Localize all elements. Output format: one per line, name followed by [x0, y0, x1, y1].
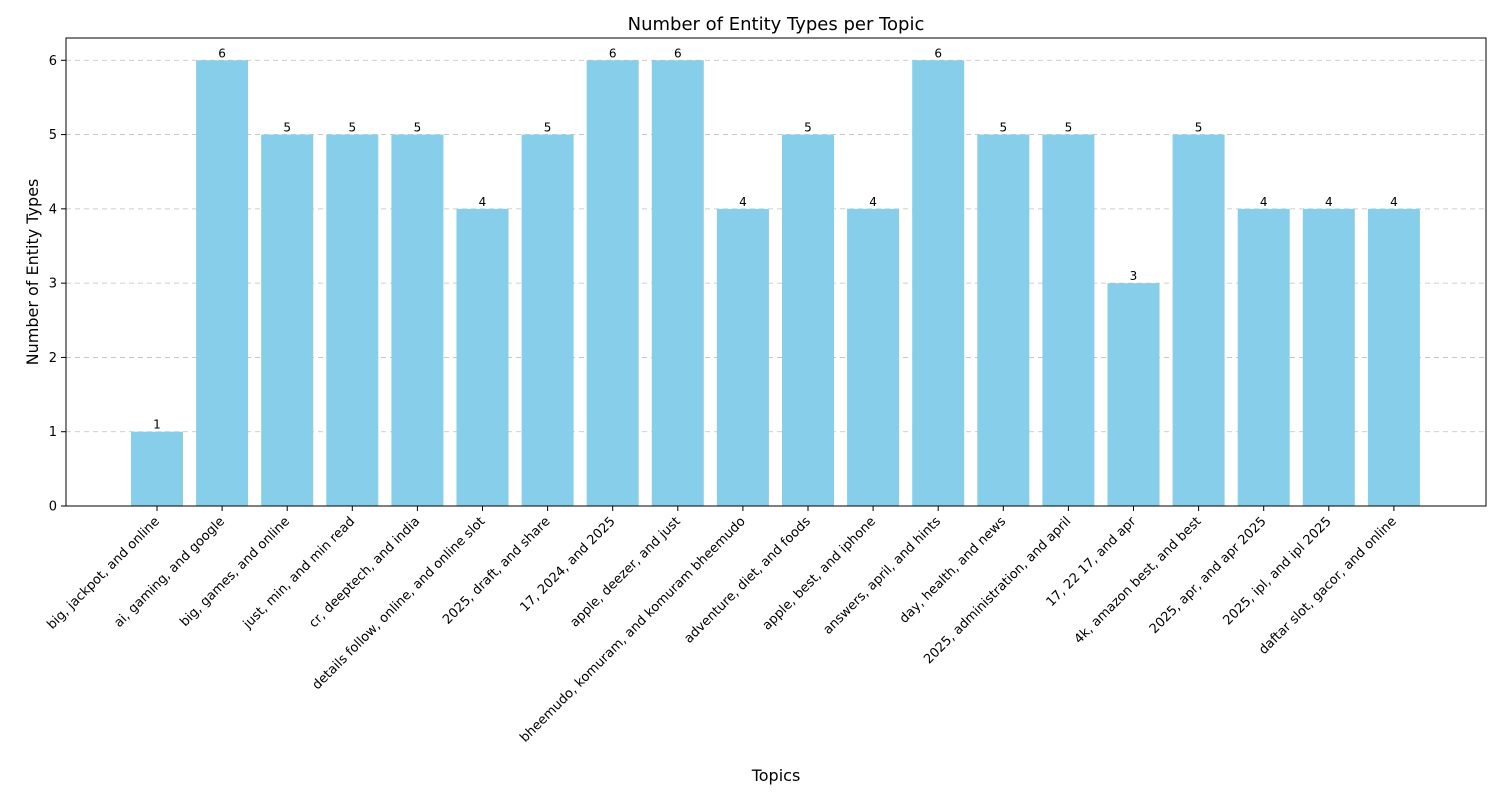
- bar: [1237, 208, 1290, 506]
- bar-value-label: 3: [1130, 269, 1138, 283]
- bar-value-label: 6: [934, 46, 942, 60]
- bar-value-label: 6: [674, 46, 682, 60]
- x-tick-label: 4k, amazon best, and best: [1072, 514, 1205, 647]
- chart-title: Number of Entity Types per Topic: [628, 14, 925, 35]
- x-tick-label: 2025, draft, and share: [440, 514, 553, 627]
- bar-value-label: 6: [218, 46, 226, 60]
- bar-value-label: 5: [544, 121, 552, 135]
- bar-value-label: 4: [1390, 195, 1398, 209]
- bar: [782, 134, 834, 507]
- bar: [391, 134, 444, 507]
- bar: [1172, 134, 1225, 507]
- y-axis-label: Number of Entity Types: [23, 179, 42, 366]
- x-tick-label: big, games, and online: [177, 514, 293, 630]
- bar-value-label: 4: [1260, 195, 1268, 209]
- bar: [847, 208, 900, 506]
- y-tick-label: 1: [49, 425, 57, 440]
- y-tick-label: 2: [49, 351, 57, 366]
- bar: [131, 431, 183, 506]
- x-tick-label: bheemudo, komuram, and komuram bheemudo: [517, 514, 748, 745]
- bar: [1302, 208, 1355, 506]
- bar-value-label: 5: [348, 121, 356, 135]
- bar: [196, 60, 249, 507]
- x-tick-label: 2025, apr, and apr 2025: [1147, 514, 1270, 637]
- x-tick-label: day, health, and news: [897, 514, 1009, 626]
- bar-value-label: 4: [869, 195, 877, 209]
- bar-value-label: 4: [479, 195, 487, 209]
- y-tick-label: 3: [49, 277, 57, 292]
- bar-value-label: 6: [609, 46, 617, 60]
- bar: [261, 134, 314, 507]
- bars: [131, 60, 1420, 507]
- bar-value-label: 5: [804, 121, 812, 135]
- y-tick-label: 0: [49, 500, 57, 515]
- x-tick-label: cr, deeptech, and india: [306, 514, 423, 631]
- bar: [1042, 134, 1095, 507]
- x-tick-label: 2025, ipl, and ipl 2025: [1221, 514, 1335, 628]
- bar-value-label: 5: [414, 121, 422, 135]
- y-tick-label: 4: [49, 202, 57, 217]
- bar: [716, 208, 769, 506]
- bar: [1367, 208, 1420, 506]
- x-tick-label: ai, gaming, and google: [111, 514, 227, 630]
- bar: [521, 134, 574, 507]
- x-tick-label: adventure, diet, and foods: [682, 514, 814, 646]
- bar-value-label: 4: [739, 195, 747, 209]
- bar-value-label: 4: [1325, 195, 1333, 209]
- bar: [977, 134, 1030, 507]
- bar-value-label: 5: [1065, 121, 1073, 135]
- data-labels: 1 6 5 5 5 4 5 6 6 4 5 4 6 5 5 3 5 4 4 4: [153, 46, 1398, 431]
- bar: [586, 60, 639, 507]
- x-tick-label: daftar slot, gacor, and online: [1256, 514, 1400, 658]
- y-tick-label: 6: [49, 54, 57, 69]
- plot-frame: [65, 37, 1487, 507]
- x-tick-label: apple, deezer, and just: [567, 514, 683, 630]
- bar: [1107, 283, 1160, 506]
- bar: [912, 60, 965, 507]
- bar-value-label: 5: [283, 121, 291, 135]
- bar-value-label: 5: [999, 121, 1007, 135]
- x-tick-label: big, jackpot, and online: [44, 514, 162, 632]
- bar: [456, 208, 509, 506]
- x-tick-label: apple, best, and iphone: [760, 514, 879, 633]
- bar: [326, 134, 379, 507]
- y-axis-ticks: 0 1 2 3 4 5 6: [49, 54, 66, 515]
- bar-value-label: 5: [1195, 121, 1203, 135]
- bar-value-label: 1: [153, 418, 161, 432]
- y-tick-label: 5: [49, 128, 57, 143]
- x-axis-label: Topics: [751, 766, 801, 785]
- bar: [651, 60, 704, 507]
- x-tick-label: answers, april, and hints: [821, 514, 945, 638]
- x-tick-label: just, min, and min read: [240, 514, 358, 632]
